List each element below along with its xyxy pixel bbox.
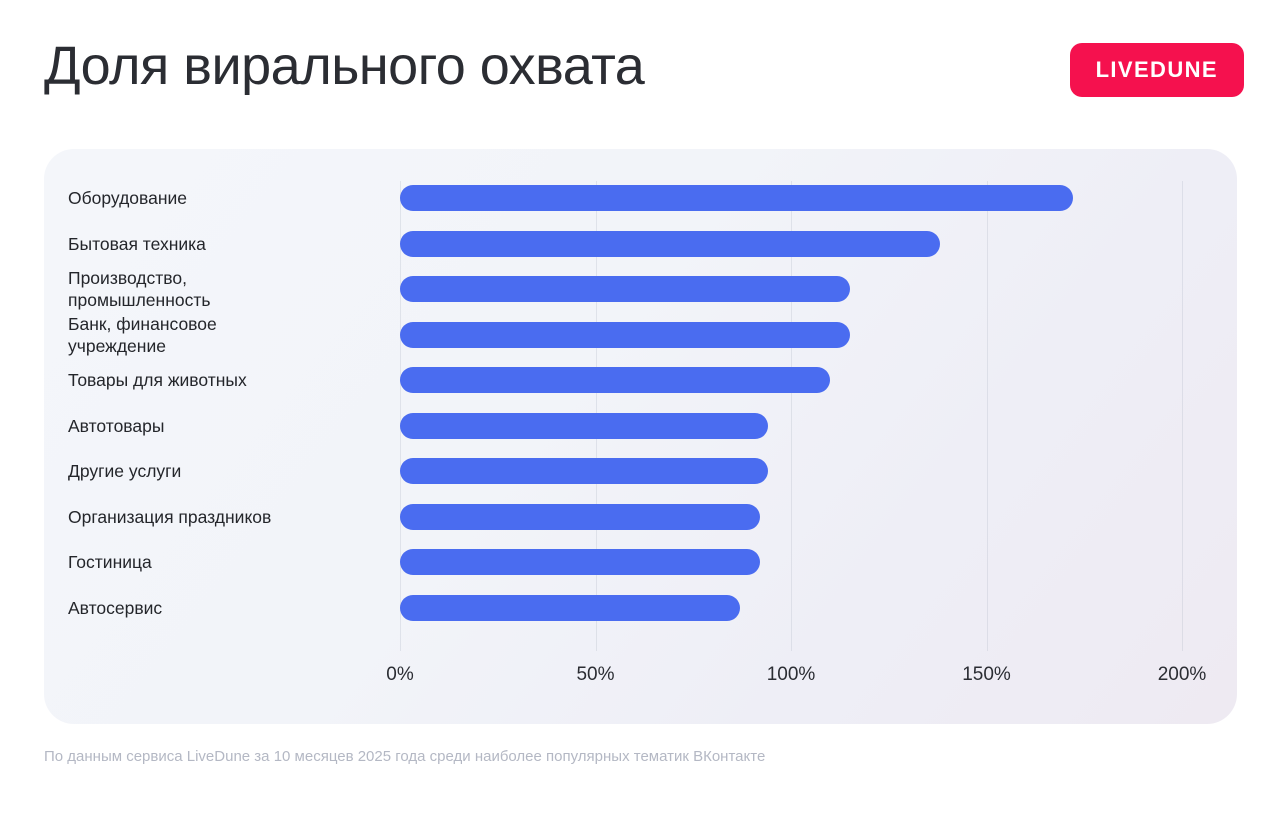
bar-fill: [400, 594, 741, 621]
bar-category-label: Бытовая техника: [68, 233, 206, 254]
bar[interactable]: [400, 458, 768, 484]
bar-row[interactable]: Организация праздников: [44, 503, 1237, 550]
bar-category-label: Автотовары: [68, 415, 165, 436]
bar-row[interactable]: Другие услуги: [44, 458, 1237, 504]
bar-fill: [400, 367, 831, 393]
bar[interactable]: [400, 321, 850, 348]
gridline: [791, 181, 792, 651]
bar-row[interactable]: Производство, промышленность: [44, 268, 1237, 322]
bar-row[interactable]: Товары для животных: [44, 367, 1237, 413]
bar-row[interactable]: Автосервис: [44, 594, 1237, 641]
bar[interactable]: [400, 185, 1073, 211]
bar-category-label: Гостиница: [68, 552, 152, 572]
bar-row[interactable]: Банк, финансовое учреждение: [44, 314, 1237, 368]
bar-row[interactable]: Гостиница: [44, 549, 1237, 595]
bar-fill: [400, 549, 760, 575]
bar-row[interactable]: Оборудование: [44, 185, 1237, 231]
bar-row[interactable]: Автотовары: [44, 412, 1237, 459]
bar[interactable]: [400, 276, 850, 302]
page-title: Доля вирального охвата: [44, 36, 645, 96]
bar-category-label: Организация праздников: [68, 506, 272, 527]
bar[interactable]: [400, 594, 741, 621]
bar[interactable]: [400, 230, 940, 257]
bar[interactable]: [400, 549, 760, 575]
chart-card: 0% 50% 100% 150% 200% Оборудование Бытовая тех…: [44, 149, 1237, 724]
bar[interactable]: [400, 367, 831, 393]
bar-fill: [400, 276, 850, 302]
x-axis-tick-label: 200%: [1157, 664, 1207, 685]
bar-category-label: Банк, финансовое учреждение: [68, 313, 217, 356]
chart-source-footnote: По данным сервиса LiveDune за 10 месяцев…: [44, 748, 766, 765]
bar-row[interactable]: Бытовая техника: [44, 230, 1237, 277]
bar-fill: [400, 503, 760, 530]
x-axis-tick-label: 150%: [962, 664, 1011, 685]
x-axis-tick-label: 100%: [766, 664, 816, 685]
gridline: [400, 181, 401, 651]
page-header: Доля вирального охвата LIVEDUNE: [0, 0, 1280, 140]
gridline: [1182, 181, 1183, 651]
bar-fill: [400, 321, 850, 348]
bar[interactable]: [400, 503, 760, 530]
bar-fill: [400, 230, 940, 257]
bar[interactable]: [400, 412, 768, 439]
x-axis-tick-label: 0%: [386, 664, 414, 685]
x-axis-tick-label: 50%: [576, 664, 615, 685]
livedune-logo-badge[interactable]: LIVEDUNE: [1069, 43, 1244, 97]
gridline: [986, 181, 988, 651]
bar-category-label: Производство, промышленность: [68, 268, 211, 310]
bar-fill: [400, 412, 768, 439]
bar-fill: [400, 185, 1073, 211]
bar-category-label: Другие услуги: [68, 461, 182, 481]
bar-category-label: Автосервис: [68, 597, 163, 618]
bar-category-label: Товары для животных: [68, 370, 247, 390]
bar-fill: [400, 458, 768, 484]
bar-chart-plot-area: 0% 50% 100% 150% 200% Оборудование Бытовая тех…: [44, 149, 1237, 724]
bar-category-label: Оборудование: [68, 188, 188, 208]
brand-name-label: LIVEDUNE: [1095, 57, 1218, 82]
